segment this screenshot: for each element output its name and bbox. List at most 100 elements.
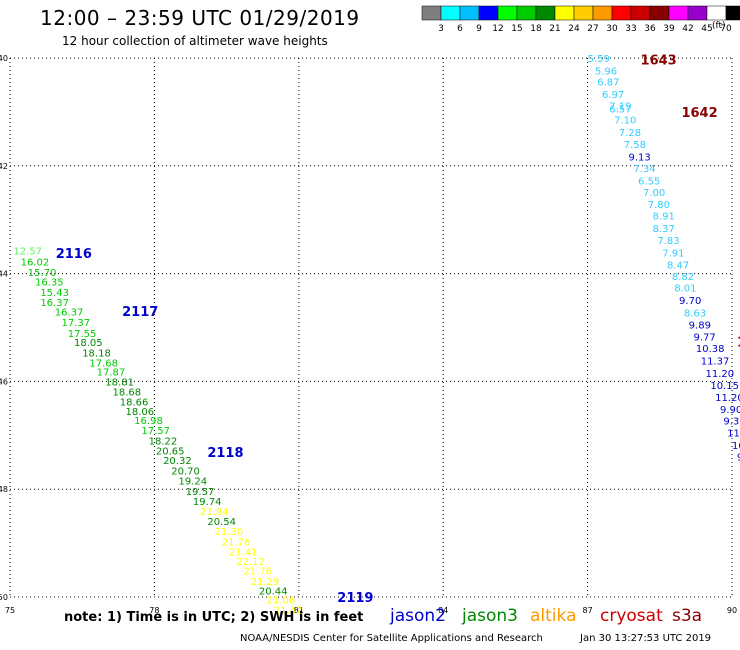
wave-height-label: 17.87 xyxy=(97,368,126,379)
wave-height-label: 9.36 xyxy=(723,417,740,428)
wave-height-label: 7.58 xyxy=(624,140,646,151)
pass-number-label: 2118 xyxy=(207,446,243,461)
wave-height-label: 7.19 xyxy=(609,101,631,112)
wave-height-label: 9.02 xyxy=(737,452,740,463)
wave-height-label: 18.22 xyxy=(149,437,178,448)
footnote: note: 1) Time is in UTC; 2) SWH is in fe… xyxy=(64,610,364,625)
wave-height-label: 15.70 xyxy=(28,268,57,279)
wave-height-label: 18.05 xyxy=(74,338,103,349)
wave-height-label: 21.29 xyxy=(251,577,280,588)
wave-height-label: 16.98 xyxy=(134,416,163,427)
pass-number-label: 2119 xyxy=(337,591,373,606)
wave-height-label: 11.20 xyxy=(706,369,735,380)
wave-height-label: 9.13 xyxy=(629,153,651,164)
legend-s3a: s3a xyxy=(672,606,703,626)
wave-height-label: 20.54 xyxy=(207,517,236,528)
legend-cryosat: cryosat xyxy=(600,606,663,626)
wave-height-label: 6.97 xyxy=(602,90,624,101)
wave-height-label: 16.35 xyxy=(35,278,64,289)
wave-height-label: 16.37 xyxy=(40,298,69,309)
y-tick-label: -40 xyxy=(0,54,8,63)
wave-height-label: 7.34 xyxy=(633,164,655,175)
colorbar-tick-label: 30 xyxy=(606,24,618,34)
x-tick-label: 78 xyxy=(149,606,159,615)
wave-height-label: 18.18 xyxy=(82,348,111,359)
colorbar-swatch xyxy=(668,5,689,21)
wave-height-label: 6.57 xyxy=(609,105,631,116)
colorbar-units: (ft) xyxy=(712,21,726,31)
colorbar-tick-label: 9 xyxy=(476,24,482,34)
wave-height-label: 15.43 xyxy=(40,288,69,299)
wave-height-label: 21.94 xyxy=(200,507,229,518)
wave-height-label: 8.01 xyxy=(674,284,696,295)
wave-height-label: 12.57 xyxy=(13,246,42,257)
colorbar-tick-label: 3 xyxy=(438,24,444,34)
wave-height-label: 18.68 xyxy=(113,388,142,399)
wave-height-label: 9.77 xyxy=(693,333,715,344)
wave-height-label: 17.37 xyxy=(62,318,91,329)
wave-height-label: 17.55 xyxy=(68,329,97,340)
wave-height-label: 7.00 xyxy=(643,188,665,199)
wave-height-label: 8.82 xyxy=(672,272,694,283)
wave-height-label: 21.76 xyxy=(243,567,272,578)
wave-height-label: 20.44 xyxy=(259,587,288,598)
wave-height-label: 16.37 xyxy=(55,307,84,318)
colorbar-swatch xyxy=(592,5,613,21)
wave-height-label: 6.87 xyxy=(597,78,619,89)
colorbar-tick-label: 70 xyxy=(720,24,732,34)
colorbar-tick-label: 27 xyxy=(587,24,598,34)
wave-height-label: 20.32 xyxy=(163,456,192,467)
colorbar-swatch xyxy=(497,5,518,21)
footer-timestamp: Jan 30 13:27:53 UTC 2019 xyxy=(580,633,712,644)
colorbar-swatch xyxy=(649,5,670,21)
colorbar-swatch xyxy=(687,5,708,21)
colorbar-swatch xyxy=(573,5,594,21)
pass-number-label: 1642 xyxy=(681,106,717,121)
colorbar-swatch xyxy=(440,5,461,21)
colorbar-tick-label: 24 xyxy=(568,24,580,34)
wave-height-label: 8.63 xyxy=(684,308,706,319)
colorbar-swatch xyxy=(478,5,499,21)
pass-number-label: 2116 xyxy=(56,247,92,262)
colorbar-swatch xyxy=(516,5,537,21)
colorbar-swatch xyxy=(421,5,442,21)
wave-height-label: 5.59 xyxy=(588,54,610,65)
wave-height-label: 10.15 xyxy=(710,381,739,392)
wave-height-label: 18.81 xyxy=(105,377,134,388)
colorbar-tick-label: 18 xyxy=(530,24,542,34)
wave-height-label: 7.80 xyxy=(648,200,670,211)
wave-height-label: 9.89 xyxy=(689,320,711,331)
x-tick-label: 90 xyxy=(727,606,737,615)
y-tick-label: -48 xyxy=(0,485,8,494)
colorbar-swatch xyxy=(725,5,740,21)
wave-height-label: 7.83 xyxy=(657,236,679,247)
wave-height-label: 17.68 xyxy=(89,359,118,370)
colorbar-tick-label: 42 xyxy=(682,24,693,34)
pass-number-label: 1643 xyxy=(641,54,677,69)
colorbar-tick-label: 21 xyxy=(549,24,560,34)
wave-height-label: 20.65 xyxy=(156,446,185,457)
x-tick-label: 75 xyxy=(5,606,15,615)
legend-altika: altika xyxy=(530,606,577,626)
chart-subtitle: 12 hour collection of altimeter wave hei… xyxy=(62,34,328,48)
wave-height-label: 9.90 xyxy=(720,405,740,416)
wave-height-label: 8.37 xyxy=(653,224,675,235)
wave-height-label: 6.55 xyxy=(638,176,660,187)
wave-height-label: 11.20 xyxy=(715,393,740,404)
colorbar-swatch xyxy=(706,5,727,21)
y-tick-label: -46 xyxy=(0,377,8,386)
wave-height-label: 21.42 xyxy=(274,605,303,616)
wave-height-label: 8.47 xyxy=(667,260,689,271)
wave-height-label: 10.32 xyxy=(732,441,740,452)
x-tick-label: 81 xyxy=(294,606,304,615)
wave-height-label: 16.02 xyxy=(21,258,50,269)
legend-jason2: jason2 xyxy=(390,606,446,626)
wave-height-label: 10.38 xyxy=(696,344,725,355)
wave-height-label: 19.24 xyxy=(178,477,207,488)
colorbar-swatch xyxy=(554,5,575,21)
wave-height-label: 11.37 xyxy=(701,356,730,367)
y-tick-label: -44 xyxy=(0,270,8,279)
pass-number-label: 1641 xyxy=(737,336,740,351)
wave-height-label: 21.30 xyxy=(215,527,244,538)
